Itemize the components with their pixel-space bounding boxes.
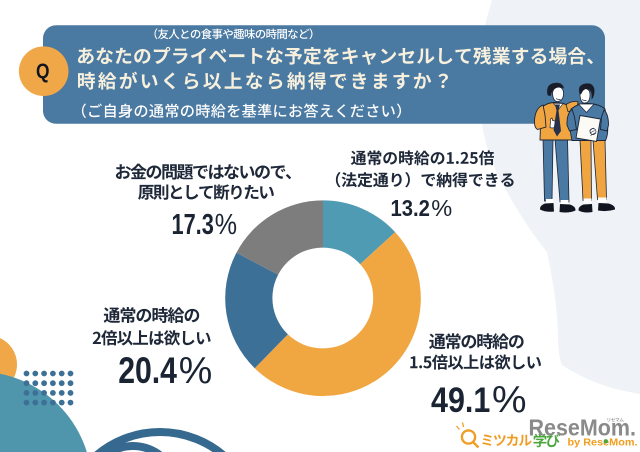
svg-text:13.2: 13.2 [391,195,430,221]
svg-text:%: % [215,208,237,240]
svg-text:49.1: 49.1 [431,381,490,420]
svg-text:by ReseMom.: by ReseMom. [568,438,638,449]
svg-text:ReseMom.: ReseMom. [529,415,637,441]
svg-text:%: % [179,350,213,392]
svg-text:Q: Q [36,59,50,83]
svg-text:%: % [431,195,452,221]
svg-text:20.4: 20.4 [118,349,177,391]
svg-text:17.3: 17.3 [172,208,214,240]
svg-text:%: % [492,379,527,421]
